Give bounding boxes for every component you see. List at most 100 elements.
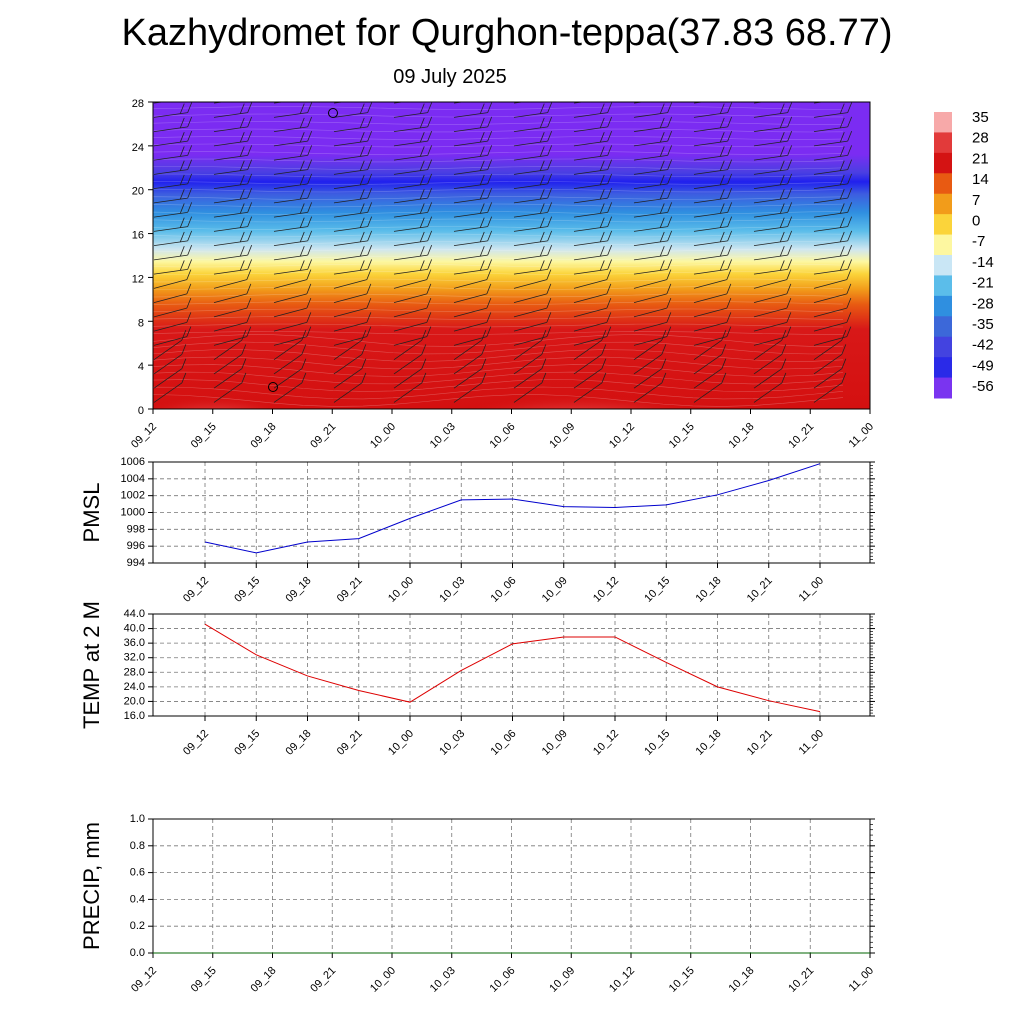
wind-barb-staff — [693, 211, 728, 218]
wind-barb — [273, 116, 313, 132]
wind-barb-flag — [847, 187, 853, 199]
wind-barb-flag — [666, 283, 672, 294]
wind-barb-flag — [179, 246, 185, 257]
wind-barb — [333, 358, 367, 389]
wind-barb — [693, 202, 733, 218]
wind-barb-flag — [787, 159, 793, 170]
wind-barb-staff — [753, 254, 788, 261]
wind-barb-staff — [693, 197, 728, 204]
wind-barb — [333, 245, 373, 261]
wind-barb-flag — [847, 116, 853, 128]
wind-barb-flag — [847, 130, 853, 142]
wind-barb-staff — [753, 269, 788, 275]
wind-barb — [333, 102, 373, 118]
wind-barb-staff — [393, 279, 427, 289]
contour-line — [153, 386, 844, 400]
wind-barb-staff — [633, 368, 663, 389]
contour-line — [153, 226, 844, 230]
wind-barb-flag — [486, 326, 492, 337]
wind-barb — [273, 330, 307, 360]
wind-barb-staff — [273, 211, 308, 218]
wind-barb-flag — [359, 174, 365, 186]
wind-barb — [273, 145, 313, 161]
wind-barb-flag — [421, 330, 427, 341]
wind-barb-staff — [513, 197, 548, 204]
wind-barb — [453, 245, 493, 261]
wind-barb — [273, 159, 313, 175]
wind-barb — [213, 116, 253, 132]
wind-barb-flag — [539, 260, 545, 271]
contour-line — [153, 316, 844, 320]
wind-barb-flag — [306, 312, 312, 323]
x-tick-label: 11_00 — [847, 421, 877, 451]
wind-barb-flag — [839, 103, 845, 114]
x-tick-label: 09_18 — [284, 728, 314, 758]
wind-barb — [453, 130, 493, 147]
contour-line — [153, 293, 844, 298]
wind-barb-staff — [213, 321, 247, 332]
wind-barb — [453, 312, 492, 332]
wind-barb-staff — [813, 226, 848, 232]
wind-barb-staff — [633, 382, 663, 403]
wind-barb — [453, 202, 493, 218]
wind-barb-flag — [179, 117, 185, 129]
wind-barb-flag — [307, 173, 313, 185]
wind-barb-flag — [547, 130, 553, 142]
y-tick-label: 32.0 — [124, 652, 145, 664]
wind-barb — [153, 102, 165, 104]
wind-barb-staff — [273, 226, 308, 232]
contour-line — [153, 166, 844, 170]
wind-barb-staff — [453, 321, 487, 332]
wind-barb — [393, 297, 432, 318]
wind-barb-flag — [779, 174, 785, 186]
wind-barb-flag — [539, 146, 545, 157]
wind-barb-flag — [727, 216, 733, 227]
x-tick-label: 10_21 — [786, 965, 816, 995]
wind-barb — [393, 159, 433, 175]
wind-barb — [693, 259, 733, 275]
wind-barb — [393, 283, 432, 304]
wind-barb-staff — [333, 293, 367, 304]
wind-barb-flag — [419, 246, 425, 257]
x-tick-label: 10_21 — [745, 728, 775, 758]
wind-barb-flag — [839, 231, 845, 243]
wind-barb-flag — [486, 283, 492, 294]
wind-barb-flag — [721, 330, 727, 341]
wind-barb — [453, 173, 493, 190]
wind-barb-staff — [333, 197, 368, 204]
wind-barb-staff — [453, 293, 487, 304]
wind-barb-staff — [513, 321, 547, 332]
wind-barb-staff — [573, 169, 608, 175]
wind-barb — [153, 344, 187, 375]
wind-barb-staff — [273, 321, 307, 332]
wind-barb-flag — [299, 174, 305, 186]
wind-barb-flag — [659, 217, 665, 228]
colorbar-swatch — [934, 214, 952, 236]
wind-barb — [153, 269, 192, 289]
wind-barb-flag — [187, 230, 193, 242]
wind-barb-staff — [693, 112, 728, 118]
wind-barb-flag — [847, 159, 853, 170]
wind-barb — [153, 283, 192, 304]
wind-barb — [273, 297, 312, 318]
wind-barb-flag — [479, 231, 485, 243]
wind-barb-flag — [547, 230, 553, 242]
wind-barb — [813, 102, 853, 118]
wind-barb-flag — [727, 245, 733, 256]
wind-barb-flag — [667, 230, 673, 242]
wind-barb-staff — [333, 336, 367, 346]
wind-barb-flag — [419, 260, 425, 271]
wind-barb-flag — [788, 88, 792, 98]
wind-barb-flag — [419, 160, 425, 171]
wind-barb — [393, 145, 433, 161]
wind-barb-flag — [666, 326, 672, 337]
wind-barb — [633, 358, 667, 389]
wind-barb-staff — [273, 240, 308, 247]
wind-barb-flag — [307, 216, 313, 227]
wind-barb-flag — [607, 187, 613, 199]
wind-barb-staff — [753, 197, 788, 204]
wind-barb-staff — [573, 279, 607, 289]
x-tick-label: 09_15 — [189, 965, 219, 995]
wind-barb-flag — [419, 117, 425, 129]
wind-barb — [393, 230, 433, 247]
